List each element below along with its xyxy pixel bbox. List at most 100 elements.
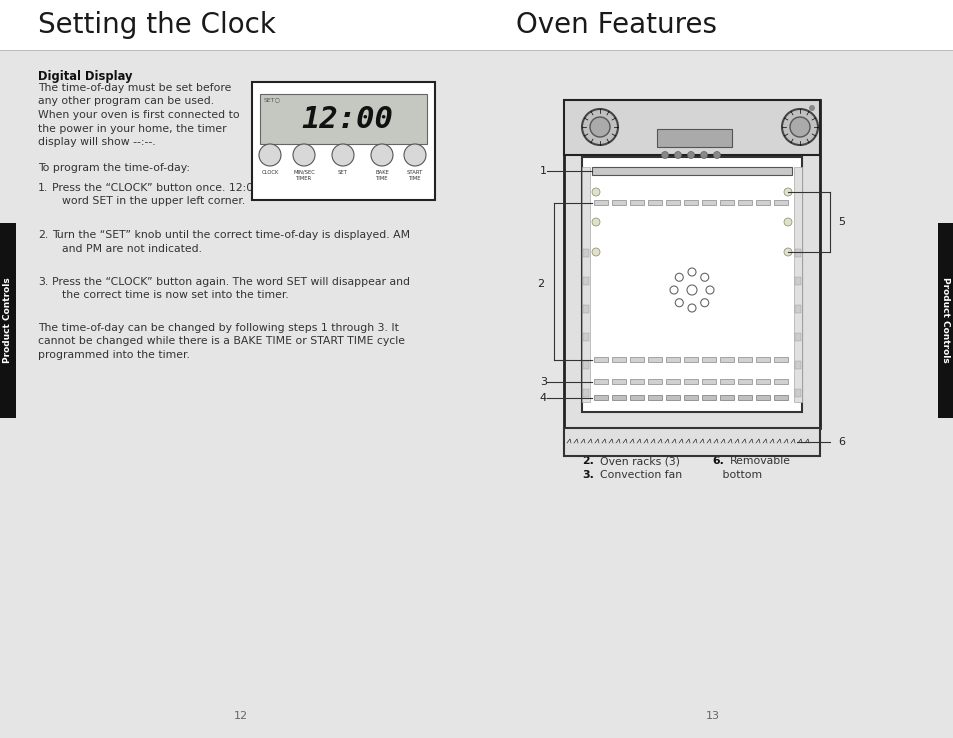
- Bar: [794, 249, 801, 257]
- Text: Setting the Clock: Setting the Clock: [38, 11, 275, 39]
- Text: 13: 13: [705, 711, 720, 721]
- Bar: [582, 361, 588, 369]
- Circle shape: [332, 144, 354, 166]
- Bar: [657, 129, 731, 147]
- Bar: [612, 395, 625, 400]
- Circle shape: [674, 151, 680, 159]
- Bar: [794, 305, 801, 313]
- Bar: [701, 357, 716, 362]
- Text: bottom: bottom: [711, 470, 761, 480]
- Text: 4: 4: [539, 393, 546, 403]
- Text: Turn the “SET” knob until the correct time-of-day is displayed. AM: Turn the “SET” knob until the correct ti…: [52, 230, 410, 240]
- Text: 3: 3: [539, 377, 546, 387]
- Bar: [594, 357, 607, 362]
- Bar: [563, 100, 820, 155]
- Bar: [701, 200, 716, 205]
- Text: 2.: 2.: [581, 456, 594, 466]
- Text: any other program can be used.: any other program can be used.: [38, 97, 213, 106]
- Bar: [629, 379, 643, 384]
- Text: SET: SET: [337, 170, 348, 175]
- Bar: [647, 357, 661, 362]
- Bar: [720, 200, 733, 205]
- Bar: [738, 379, 751, 384]
- Bar: [720, 379, 733, 384]
- Text: 5.: 5.: [711, 442, 723, 452]
- Text: and PM are not indicated.: and PM are not indicated.: [62, 244, 202, 253]
- Bar: [594, 395, 607, 400]
- Bar: [755, 200, 769, 205]
- Bar: [683, 379, 698, 384]
- Circle shape: [592, 248, 599, 256]
- Bar: [260, 94, 427, 144]
- Bar: [665, 379, 679, 384]
- Bar: [582, 277, 588, 285]
- Bar: [629, 357, 643, 362]
- Bar: [582, 249, 588, 257]
- Text: The time-of-day can be changed by following steps 1 through 3. It: The time-of-day can be changed by follow…: [38, 323, 398, 333]
- Text: START
TIME: START TIME: [406, 170, 423, 181]
- Circle shape: [808, 105, 814, 111]
- Bar: [773, 357, 787, 362]
- Bar: [0, 50, 953, 51]
- Bar: [252, 82, 435, 200]
- Bar: [755, 357, 769, 362]
- Bar: [563, 100, 820, 428]
- Text: display will show --:--.: display will show --:--.: [38, 137, 155, 147]
- Bar: [665, 357, 679, 362]
- Bar: [773, 379, 787, 384]
- Text: CLOCK: CLOCK: [261, 170, 278, 175]
- Circle shape: [258, 144, 281, 166]
- Text: The time-of-day must be set before: The time-of-day must be set before: [38, 83, 232, 93]
- Bar: [683, 395, 698, 400]
- Circle shape: [781, 109, 817, 145]
- Bar: [612, 379, 625, 384]
- Circle shape: [783, 248, 791, 256]
- Bar: [563, 428, 820, 456]
- Text: BAKE
TIME: BAKE TIME: [375, 170, 389, 181]
- Text: When your oven is first connected to: When your oven is first connected to: [38, 110, 239, 120]
- Circle shape: [713, 151, 720, 159]
- Circle shape: [783, 218, 791, 226]
- Text: 6.: 6.: [711, 456, 723, 466]
- Bar: [794, 361, 801, 369]
- Bar: [592, 167, 791, 175]
- Bar: [594, 379, 607, 384]
- Bar: [793, 167, 801, 402]
- Text: 6: 6: [837, 437, 844, 447]
- Bar: [755, 395, 769, 400]
- Circle shape: [589, 117, 609, 137]
- Bar: [794, 333, 801, 341]
- Bar: [665, 395, 679, 400]
- Text: Product Controls: Product Controls: [4, 277, 12, 363]
- Bar: [629, 395, 643, 400]
- Text: Press the “CLOCK” button once. 12:00 will be displayed with the: Press the “CLOCK” button once. 12:00 wil…: [52, 183, 402, 193]
- Bar: [629, 200, 643, 205]
- Bar: [683, 357, 698, 362]
- Text: To program the time-of-day:: To program the time-of-day:: [38, 163, 190, 173]
- Text: Oven Features: Oven Features: [516, 11, 717, 39]
- Text: programmed into the timer.: programmed into the timer.: [38, 350, 190, 360]
- Text: 4.: 4.: [711, 428, 723, 438]
- Circle shape: [403, 144, 426, 166]
- Bar: [594, 200, 607, 205]
- Bar: [701, 395, 716, 400]
- Bar: [755, 379, 769, 384]
- Bar: [0, 223, 16, 418]
- Bar: [582, 333, 588, 341]
- Bar: [665, 200, 679, 205]
- Text: 3.: 3.: [38, 277, 49, 287]
- Bar: [773, 395, 787, 400]
- Bar: [647, 379, 661, 384]
- Text: 1: 1: [539, 166, 546, 176]
- Circle shape: [293, 144, 314, 166]
- Text: 3.: 3.: [581, 470, 594, 480]
- Bar: [701, 379, 716, 384]
- Bar: [738, 395, 751, 400]
- Circle shape: [592, 218, 599, 226]
- Circle shape: [700, 151, 707, 159]
- Bar: [581, 167, 589, 402]
- Bar: [937, 223, 953, 418]
- Text: Infrared burner: Infrared burner: [581, 442, 675, 452]
- Bar: [581, 157, 801, 412]
- Bar: [720, 395, 733, 400]
